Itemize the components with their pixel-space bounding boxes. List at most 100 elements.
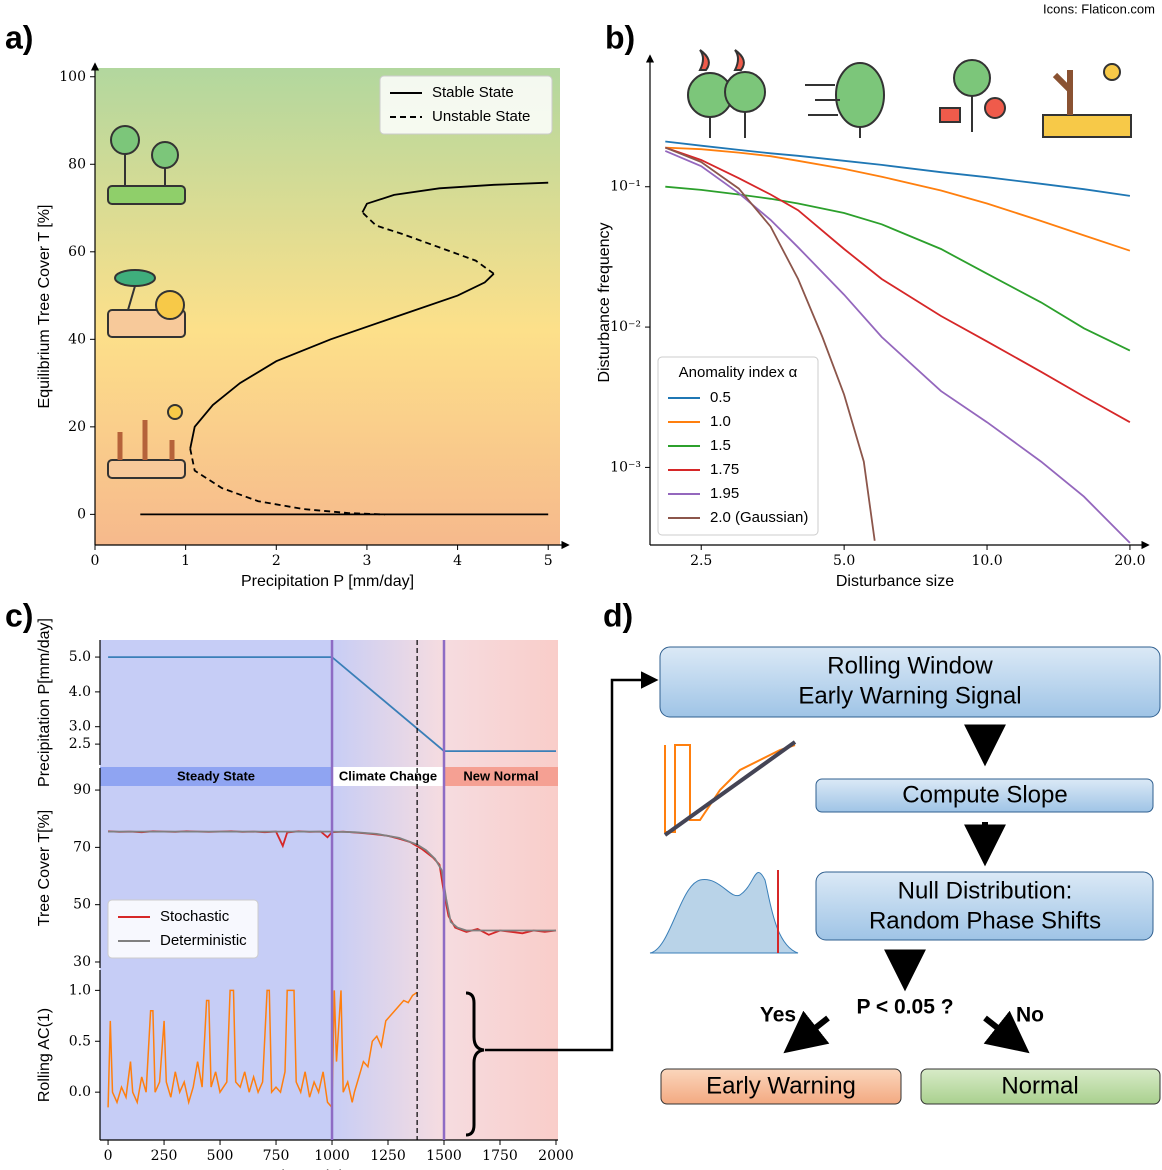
no-label: No	[1016, 1004, 1044, 1027]
node-label: Rolling Window	[827, 652, 993, 679]
y-tick-label: 4.0	[69, 684, 91, 700]
y-tick-label: 0	[77, 506, 86, 522]
series-line	[665, 140, 1131, 197]
x-tick-label: 5	[544, 553, 553, 569]
panel-label: b)	[605, 19, 635, 55]
y-tick-label: 2.5	[69, 736, 91, 752]
panel-label: a)	[5, 19, 33, 55]
series-line	[665, 146, 1131, 252]
x-tick-label: 1000	[314, 1148, 350, 1164]
arrow	[783, 1010, 830, 1054]
legend-label: Stochastic	[160, 908, 230, 925]
x-axis-label: Precipitation P [mm/day]	[241, 573, 414, 590]
series-line	[189, 211, 495, 516]
phase-band	[332, 767, 445, 786]
node-label: Null Distribution:	[898, 877, 1073, 904]
x-tick-label: 250	[151, 1148, 178, 1164]
legend-box	[379, 75, 553, 135]
legend-label: Deterministic	[160, 932, 247, 949]
node-label: Early Warning Signal	[798, 682, 1021, 709]
series-line	[665, 146, 1131, 423]
x-tick-label: 1	[181, 553, 190, 569]
y-tick-label: 50	[73, 897, 91, 913]
panel-label: c)	[5, 597, 33, 633]
y-tick-label: 1.0	[69, 982, 91, 998]
x-tick-label: 3	[362, 553, 371, 569]
legend-box	[107, 899, 259, 959]
legend-label: 1.75	[710, 461, 739, 478]
y-axis-label: Precipitation P[mm/day]	[36, 618, 53, 787]
series-line	[664, 150, 1131, 544]
series-line	[664, 146, 876, 541]
x-tick-label: 0	[91, 553, 100, 569]
y-tick-label: 0.0	[69, 1084, 91, 1100]
x-tick-label: 1250	[370, 1148, 406, 1164]
bracket	[465, 991, 485, 1137]
y-tick-label: 80	[68, 156, 86, 172]
node-label: Random Phase Shifts	[869, 907, 1101, 934]
series-line	[107, 989, 418, 1110]
mini-fit	[663, 740, 797, 837]
connector-arrow	[485, 671, 659, 1052]
icons-a	[107, 125, 186, 479]
y-tick-label: 40	[68, 331, 86, 347]
decision: P < 0.05 ?	[856, 996, 953, 1019]
legend-label: 1.0	[710, 413, 731, 430]
x-tick-label: 20.0	[1114, 553, 1145, 569]
series-line	[108, 656, 556, 752]
y-tick-label: 70	[73, 839, 91, 855]
y-axis-label: Equilibrium Tree Cover T [%]	[36, 205, 53, 409]
phase-label: New Normal	[463, 768, 538, 783]
credit: Icons: Flaticon.com	[1043, 1, 1155, 16]
outcome-label: Early Warning	[706, 1072, 856, 1099]
x-tick-label: 5.0	[833, 553, 855, 569]
y-tick-label: 60	[68, 244, 86, 260]
phase-label: Steady State	[177, 768, 255, 783]
icons-b	[687, 49, 1132, 138]
y-tick-label: 100	[59, 69, 86, 85]
y-tick-label: 90	[73, 782, 91, 798]
x-tick-label: 10.0	[971, 553, 1002, 569]
legend-box	[657, 356, 819, 536]
x-tick-label: 1500	[426, 1148, 462, 1164]
node-box	[815, 871, 1154, 941]
y-tick-label: 3.0	[69, 719, 91, 735]
x-tick-label: 500	[207, 1148, 234, 1164]
legend-label: 1.5	[710, 437, 731, 454]
outcome-box	[660, 1068, 902, 1105]
x-tick-label: 2	[272, 553, 281, 569]
phase-band	[444, 767, 558, 786]
outcome-box	[920, 1068, 1161, 1105]
y-tick-label: 10⁻³	[610, 459, 641, 475]
x-tick-label: 2.5	[690, 553, 712, 569]
series-line	[108, 830, 556, 932]
x-tick-label: 4	[453, 553, 462, 569]
y-tick-label: 0.5	[69, 1033, 91, 1049]
phase-label: Climate Change	[339, 768, 437, 783]
legend-label: Unstable State	[432, 108, 530, 125]
x-axis-label: Disturbance size	[836, 573, 954, 590]
legend-label: 1.95	[710, 485, 739, 502]
y-tick-label: 10⁻¹	[610, 179, 641, 195]
series-line	[140, 181, 549, 516]
y-axis-label: Disturbance frequency	[596, 222, 613, 382]
diagram: d) Rolling Window Early Warning Signal C…	[603, 597, 1161, 1105]
y-tick-label: 5.0	[69, 649, 91, 665]
node-box	[659, 646, 1161, 718]
x-tick-label: 1750	[482, 1148, 518, 1164]
outcome-label: Normal	[1001, 1072, 1078, 1099]
legend-label: Stable State	[432, 84, 514, 101]
phase-band	[100, 767, 333, 786]
legend-label: 0.5	[710, 389, 731, 406]
x-tick-label: 750	[263, 1148, 290, 1164]
y-axis-label: Tree Cover T[%]	[36, 810, 53, 926]
arrow	[983, 1010, 1030, 1054]
y-tick-label: 30	[73, 954, 91, 970]
y-axis-label: Rolling AC(1)	[36, 1008, 53, 1102]
mini-plot	[664, 744, 796, 833]
node-label: Compute Slope	[902, 781, 1067, 808]
x-axis-label: t in model years	[273, 1168, 386, 1170]
series-line	[665, 185, 1131, 352]
legend-title: Anomality index α	[679, 364, 798, 381]
mini-density	[649, 872, 799, 954]
